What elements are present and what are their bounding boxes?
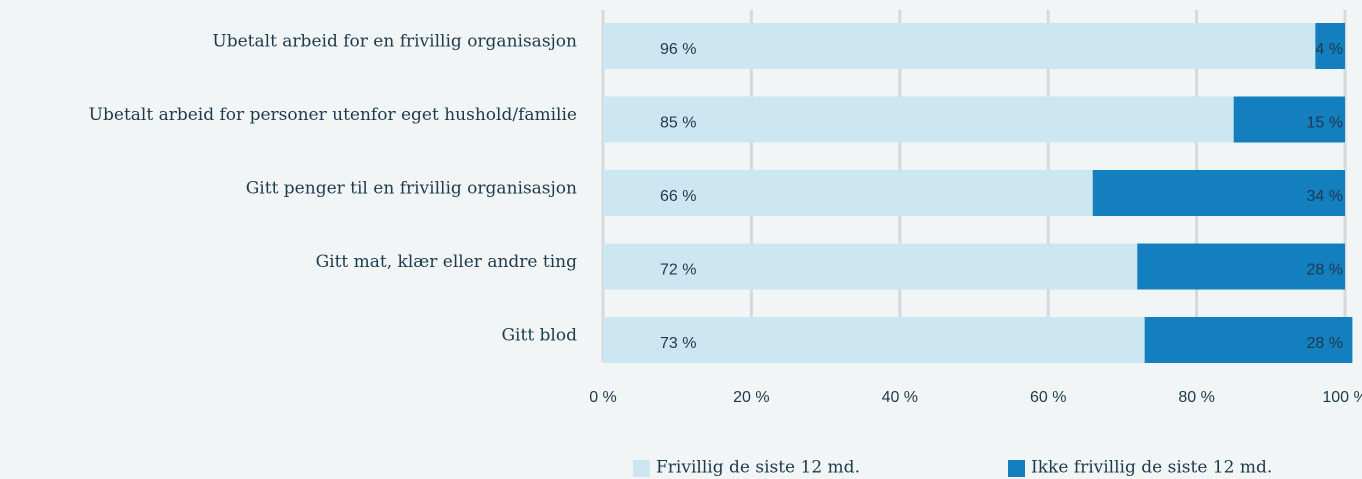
x-tick-label: 0 % [589, 389, 617, 406]
value-label: 28 % [1307, 335, 1343, 352]
x-tick-label: 80 % [1178, 389, 1214, 406]
value-label: 34 % [1307, 188, 1343, 205]
legend-label: Ikke frivillig de siste 12 md. [1031, 458, 1272, 478]
bar-segment [1092, 170, 1345, 216]
legend-swatch [633, 460, 650, 477]
value-label: 4 % [1315, 41, 1343, 58]
category-label: Ubetalt arbeid for en frivillig organisa… [212, 32, 577, 52]
bar-segment [603, 170, 1093, 216]
bar-segment [1144, 317, 1353, 363]
value-label: 73 % [660, 335, 696, 352]
value-label: 96 % [660, 41, 696, 58]
category-label: Gitt mat, klær eller andre ting [316, 252, 578, 272]
value-label: 85 % [660, 115, 696, 132]
value-label: 28 % [1307, 262, 1343, 279]
legend-label: Frivillig de siste 12 md. [656, 458, 860, 478]
category-label: Gitt penger til en frivillig organisasjo… [246, 179, 577, 199]
x-tick-label: 20 % [733, 389, 769, 406]
category-label: Ubetalt arbeid for personer utenfor eget… [89, 105, 577, 125]
category-label: Gitt blod [501, 326, 577, 346]
bar-segment [603, 317, 1145, 363]
legend-swatch [1008, 460, 1025, 477]
bar-segment [603, 243, 1138, 290]
value-label: 15 % [1307, 115, 1343, 132]
value-label: 66 % [660, 188, 696, 205]
bar-segment [1315, 23, 1345, 69]
bar-segment [603, 23, 1316, 69]
x-tick-label: 60 % [1030, 389, 1066, 406]
bar-segment [1137, 243, 1345, 290]
bar-segment [1233, 96, 1345, 143]
bar-segment [603, 96, 1234, 143]
x-tick-label: 100 % [1322, 389, 1362, 406]
x-tick-label: 40 % [882, 389, 918, 406]
value-label: 72 % [660, 262, 696, 279]
